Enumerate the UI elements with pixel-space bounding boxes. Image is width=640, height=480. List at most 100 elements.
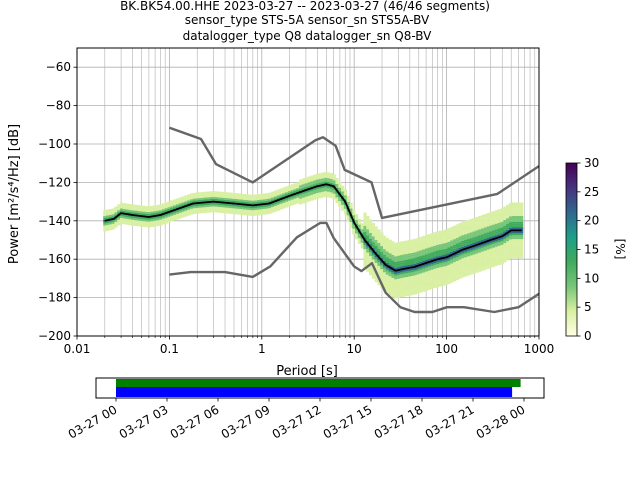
- density-cell: [402, 290, 406, 293]
- density-cell: [243, 194, 247, 197]
- density-cell: [133, 222, 138, 225]
- density-cell: [492, 262, 496, 265]
- density-cell: [117, 208, 121, 211]
- density-cell: [167, 205, 171, 208]
- density-cell: [167, 212, 171, 215]
- density-cell: [464, 226, 468, 229]
- density-cell: [301, 191, 306, 194]
- density-cell: [343, 191, 348, 194]
- density-cell: [472, 260, 476, 263]
- density-cell: [343, 195, 348, 198]
- density-cell: [271, 195, 275, 198]
- density-cell: [313, 197, 317, 200]
- density-cell: [413, 267, 417, 270]
- density-cell: [517, 240, 521, 243]
- density-cell: [136, 205, 140, 208]
- density-cell: [517, 242, 521, 245]
- density-cell: [285, 186, 289, 189]
- density-cell: [338, 201, 342, 204]
- density-cell: [338, 185, 342, 188]
- density-cell: [299, 198, 303, 201]
- density-cell: [380, 257, 384, 260]
- density-cell: [385, 274, 390, 277]
- density-cell: [352, 230, 356, 233]
- density-cell: [427, 282, 431, 285]
- density-cell: [469, 255, 473, 258]
- density-cell: [458, 232, 462, 235]
- timeline-tick-label: 03-28 00: [474, 402, 528, 441]
- density-cell: [410, 272, 415, 275]
- density-cell: [209, 191, 213, 194]
- density-cell: [147, 206, 152, 209]
- density-cell: [223, 209, 227, 212]
- timeline-bar: [116, 379, 521, 387]
- density-cell: [436, 248, 440, 251]
- density-cell: [399, 255, 404, 258]
- density-cell: [212, 198, 216, 201]
- density-cell: [114, 214, 118, 217]
- density-cell: [380, 269, 384, 272]
- density-cell: [511, 235, 515, 238]
- density-cell: [458, 274, 462, 277]
- density-cell: [369, 221, 373, 224]
- density-cell: [114, 221, 118, 224]
- density-cell: [416, 237, 420, 240]
- density-cell: [128, 219, 132, 222]
- density-cell: [173, 214, 177, 217]
- density-cell: [391, 275, 395, 278]
- density-cell: [125, 207, 129, 210]
- density-cell: [399, 291, 404, 294]
- density-cell: [240, 209, 244, 212]
- density-cell: [315, 190, 320, 193]
- density-cell: [402, 271, 406, 274]
- density-cell: [383, 256, 387, 259]
- density-cell: [343, 210, 348, 213]
- density-cell: [427, 257, 431, 260]
- density-cell: [357, 226, 362, 229]
- density-cell: [506, 250, 510, 253]
- density-cell: [341, 195, 345, 198]
- density-cell: [430, 277, 434, 280]
- density-cell: [508, 235, 513, 238]
- density-cell: [391, 283, 395, 286]
- density-cell: [410, 281, 415, 284]
- density-cell: [461, 246, 465, 249]
- density-cell: [489, 225, 493, 228]
- density-cell: [299, 192, 303, 195]
- density-cell: [388, 251, 392, 254]
- density-cell: [436, 237, 440, 240]
- density-cell: [399, 247, 404, 250]
- density-cell: [383, 249, 387, 252]
- density-cell: [399, 276, 404, 279]
- density-cell: [419, 265, 423, 268]
- density-cell: [452, 235, 457, 238]
- density-cell: [416, 266, 420, 269]
- density-cell: [402, 265, 406, 268]
- density-cell: [318, 186, 322, 189]
- density-cell: [103, 217, 107, 220]
- density-cell: [410, 277, 415, 280]
- timeline-bar: [116, 387, 513, 397]
- density-cell: [416, 289, 420, 292]
- density-cell: [436, 256, 440, 259]
- density-cell: [385, 287, 390, 290]
- density-cell: [497, 253, 501, 256]
- density-cell: [517, 256, 521, 259]
- density-cell: [195, 200, 199, 203]
- density-cell: [262, 208, 266, 211]
- density-cell: [226, 192, 230, 195]
- density-cell: [399, 260, 404, 263]
- density-cell: [391, 279, 395, 282]
- density-cell: [145, 209, 149, 212]
- density-cell: [511, 217, 515, 220]
- density-cell: [366, 237, 370, 240]
- density-cell: [430, 244, 434, 247]
- density-cell: [436, 267, 440, 270]
- density-cell: [394, 261, 398, 264]
- density-cell: [145, 225, 149, 228]
- density-cell: [293, 185, 297, 188]
- density-cell: [147, 217, 152, 220]
- density-cell: [503, 258, 507, 261]
- density-cell: [422, 253, 426, 256]
- density-cell: [324, 173, 328, 176]
